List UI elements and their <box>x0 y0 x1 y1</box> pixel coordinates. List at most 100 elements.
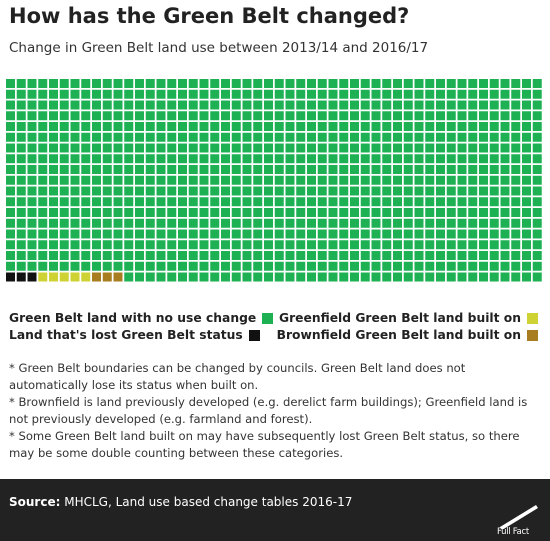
waffle-square-no-change <box>242 218 252 228</box>
waffle-square-no-change <box>145 272 155 282</box>
waffle-square-no-change <box>167 79 177 88</box>
waffle-square-no-change <box>500 229 510 239</box>
waffle-square-no-change <box>317 197 327 207</box>
waffle-square-no-change <box>468 175 478 185</box>
waffle-square-no-change <box>27 100 37 110</box>
waffle-square-no-change <box>360 272 370 282</box>
waffle-square-no-change <box>350 261 359 271</box>
waffle-square-no-change <box>436 261 445 271</box>
waffle-square-no-change <box>436 143 445 153</box>
waffle-square-no-change <box>135 186 144 196</box>
waffle-square-no-change <box>92 197 101 207</box>
waffle-square-no-change <box>317 186 327 196</box>
waffle-square-no-change <box>178 218 187 228</box>
waffle-square-no-change <box>457 100 467 110</box>
waffle-square-no-change <box>489 154 499 164</box>
waffle-square-no-change <box>264 197 273 207</box>
waffle-square-no-change <box>317 175 327 185</box>
waffle-square-no-change <box>59 89 69 99</box>
waffle-square-no-change <box>167 143 177 153</box>
waffle-square-no-change <box>231 229 241 239</box>
waffle-square-no-change <box>178 208 187 217</box>
waffle-square-no-change <box>6 208 15 217</box>
waffle-square-no-change <box>296 79 306 88</box>
waffle-square-no-change <box>500 240 510 250</box>
waffle-square-no-change <box>167 240 177 250</box>
waffle-square-no-change <box>436 132 445 142</box>
waffle-square-no-change <box>102 175 112 185</box>
waffle-square-no-change <box>6 197 15 207</box>
waffle-square-no-change <box>6 165 15 174</box>
waffle-square-no-change <box>274 122 284 131</box>
waffle-square-no-change <box>188 197 198 207</box>
waffle-square-no-change <box>274 132 284 142</box>
waffle-square-no-change <box>135 175 144 185</box>
waffle-square-no-change <box>468 111 478 121</box>
waffle-square-no-change <box>264 143 273 153</box>
waffle-square-no-change <box>446 89 456 99</box>
waffle-square-no-change <box>350 218 359 228</box>
waffle-square-no-change <box>382 100 392 110</box>
waffle-square-no-change <box>360 132 370 142</box>
waffle-square-no-change <box>382 208 392 217</box>
waffle-square-no-change <box>231 272 241 282</box>
waffle-square-no-change <box>307 251 316 260</box>
waffle-square-no-change <box>403 100 413 110</box>
waffle-square-no-change <box>199 261 209 271</box>
waffle-square-no-change <box>16 100 26 110</box>
waffle-square-no-change <box>49 79 58 88</box>
waffle-square-no-change <box>188 229 198 239</box>
waffle-square-no-change <box>221 240 230 250</box>
waffle-square-no-change <box>102 261 112 271</box>
waffle-square-no-change <box>382 218 392 228</box>
waffle-square-no-change <box>6 251 15 260</box>
waffle-square-no-change <box>124 79 134 88</box>
waffle-square-no-change <box>81 186 91 196</box>
footnote-brownfield-definition: * Brownfield is land previously develope… <box>9 395 528 426</box>
waffle-square-no-change <box>371 89 381 99</box>
waffle-square-no-change <box>360 218 370 228</box>
waffle-square-no-change <box>479 79 488 88</box>
waffle-square-no-change <box>274 272 284 282</box>
waffle-square-no-change <box>38 175 48 185</box>
waffle-square-no-change <box>468 229 478 239</box>
waffle-square-no-change <box>436 240 445 250</box>
waffle-square-no-change <box>457 240 467 250</box>
waffle-square-no-change <box>253 154 263 164</box>
waffle-square-no-change <box>16 186 26 196</box>
waffle-square-no-change <box>178 79 187 88</box>
waffle-square-no-change <box>156 154 166 164</box>
waffle-square-no-change <box>274 154 284 164</box>
waffle-square-no-change <box>16 197 26 207</box>
waffle-square-no-change <box>382 186 392 196</box>
waffle-square-no-change <box>371 143 381 153</box>
waffle-square-no-change <box>16 143 26 153</box>
waffle-square-no-change <box>188 175 198 185</box>
waffle-square-no-change <box>156 79 166 88</box>
waffle-square-no-change <box>70 154 80 164</box>
waffle-square-no-change <box>231 208 241 217</box>
waffle-square-no-change <box>124 240 134 250</box>
waffle-square-no-change <box>371 251 381 260</box>
waffle-square-no-change <box>49 186 58 196</box>
waffle-square-no-change <box>145 165 155 174</box>
legend-swatch-brownfield <box>527 329 538 341</box>
waffle-square-no-change <box>49 122 58 131</box>
waffle-square-no-change <box>199 100 209 110</box>
waffle-square-no-change <box>156 261 166 271</box>
chart-subtitle: Change in Green Belt land use between 20… <box>9 40 429 56</box>
waffle-square-no-change <box>489 175 499 185</box>
waffle-square-no-change <box>38 229 48 239</box>
waffle-square-no-change <box>242 143 252 153</box>
waffle-square-no-change <box>403 197 413 207</box>
waffle-square-no-change <box>328 89 338 99</box>
waffle-square-no-change <box>511 175 521 185</box>
waffle-square-no-change <box>339 229 349 239</box>
waffle-square-no-change <box>350 272 359 282</box>
waffle-square-no-change <box>457 111 467 121</box>
waffle-square-no-change <box>210 186 220 196</box>
waffle-square-no-change <box>479 229 488 239</box>
waffle-square-no-change <box>113 261 123 271</box>
waffle-square-no-change <box>102 208 112 217</box>
waffle-square-no-change <box>436 79 445 88</box>
